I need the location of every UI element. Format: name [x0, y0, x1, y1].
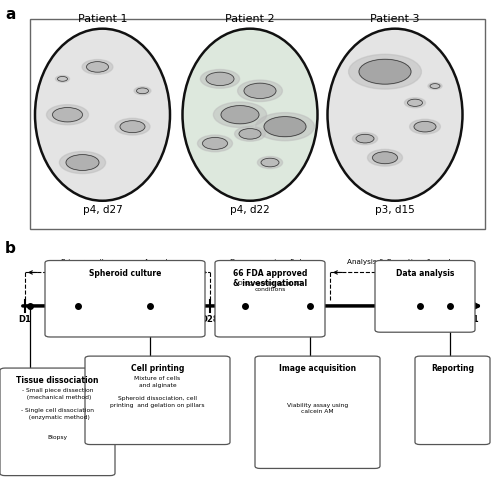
Circle shape	[52, 108, 82, 122]
Text: Viability assay using
calcein AM: Viability assay using calcein AM	[287, 377, 348, 414]
Text: Analysis & Reporting: 1 week: Analysis & Reporting: 1 week	[347, 259, 453, 265]
Text: D29: D29	[226, 315, 244, 325]
Ellipse shape	[35, 29, 170, 201]
Circle shape	[256, 113, 314, 141]
Text: Drug screening: 5 days: Drug screening: 5 days	[230, 259, 314, 265]
FancyBboxPatch shape	[215, 261, 325, 337]
Circle shape	[356, 134, 374, 143]
Circle shape	[214, 102, 266, 128]
Circle shape	[264, 117, 306, 137]
Circle shape	[136, 88, 148, 94]
Circle shape	[408, 99, 422, 107]
Circle shape	[82, 60, 113, 74]
Text: Spheroid culture: Spheroid culture	[89, 269, 161, 278]
FancyBboxPatch shape	[415, 356, 490, 445]
FancyBboxPatch shape	[375, 261, 475, 332]
Circle shape	[56, 76, 70, 82]
Circle shape	[428, 83, 442, 89]
Text: Patient 3: Patient 3	[370, 14, 420, 24]
Circle shape	[198, 135, 232, 152]
Circle shape	[414, 121, 436, 132]
Circle shape	[66, 155, 99, 171]
Circle shape	[86, 62, 108, 72]
Text: D41: D41	[460, 315, 479, 325]
Text: Mixture of cells
and alginate

Spheroid dissociation, cell
printing  and gelatio: Mixture of cells and alginate Spheroid d…	[110, 377, 205, 408]
Circle shape	[244, 83, 276, 98]
Circle shape	[202, 138, 228, 150]
Text: D1: D1	[18, 315, 32, 325]
Circle shape	[60, 152, 106, 174]
Text: p4, d22: p4, d22	[230, 205, 270, 215]
Circle shape	[238, 80, 282, 101]
Circle shape	[46, 105, 88, 125]
Circle shape	[404, 98, 425, 108]
Circle shape	[206, 72, 234, 86]
Circle shape	[239, 129, 261, 139]
Circle shape	[368, 150, 402, 166]
Text: 66 FDA approved
& investigational: 66 FDA approved & investigational	[233, 269, 307, 288]
Text: Cell printing: Cell printing	[131, 365, 184, 373]
Text: Drug screening in 3D
conditions: Drug screening in 3D conditions	[238, 281, 302, 293]
Circle shape	[261, 158, 279, 167]
Circle shape	[115, 118, 150, 135]
Circle shape	[134, 87, 151, 95]
Text: Image acquisition: Image acquisition	[279, 365, 356, 373]
Text: Data analysis: Data analysis	[396, 269, 454, 278]
FancyBboxPatch shape	[85, 356, 230, 445]
Text: Patient 1: Patient 1	[78, 14, 127, 24]
Text: Patient 2: Patient 2	[225, 14, 275, 24]
Ellipse shape	[328, 29, 462, 201]
Text: Primary culture : max. 4 weeks: Primary culture : max. 4 weeks	[61, 259, 174, 265]
Text: p4, d27: p4, d27	[82, 205, 122, 215]
Text: p3, d15: p3, d15	[375, 205, 415, 215]
Circle shape	[372, 152, 398, 164]
FancyBboxPatch shape	[255, 356, 380, 468]
Circle shape	[430, 84, 440, 88]
Ellipse shape	[182, 29, 318, 201]
Circle shape	[348, 54, 422, 89]
Circle shape	[120, 120, 145, 132]
Text: - Small piece dissection
  (mechanical method)

- Single cell dissociation
  (en: - Small piece dissection (mechanical met…	[21, 388, 94, 440]
Text: D39: D39	[411, 315, 429, 325]
FancyBboxPatch shape	[0, 368, 115, 476]
Text: Reporting: Reporting	[431, 365, 474, 373]
Circle shape	[359, 59, 411, 84]
FancyBboxPatch shape	[30, 19, 485, 229]
Text: b: b	[5, 241, 16, 256]
FancyBboxPatch shape	[45, 261, 205, 337]
Circle shape	[221, 106, 259, 124]
Text: a: a	[5, 7, 15, 22]
Circle shape	[58, 76, 68, 81]
Circle shape	[200, 69, 239, 88]
Text: D28: D28	[200, 315, 220, 325]
Circle shape	[352, 132, 378, 145]
Circle shape	[258, 156, 282, 169]
Circle shape	[410, 120, 440, 134]
Circle shape	[234, 127, 266, 141]
Text: D34: D34	[300, 315, 320, 325]
Text: Tissue dissociation: Tissue dissociation	[16, 377, 99, 385]
